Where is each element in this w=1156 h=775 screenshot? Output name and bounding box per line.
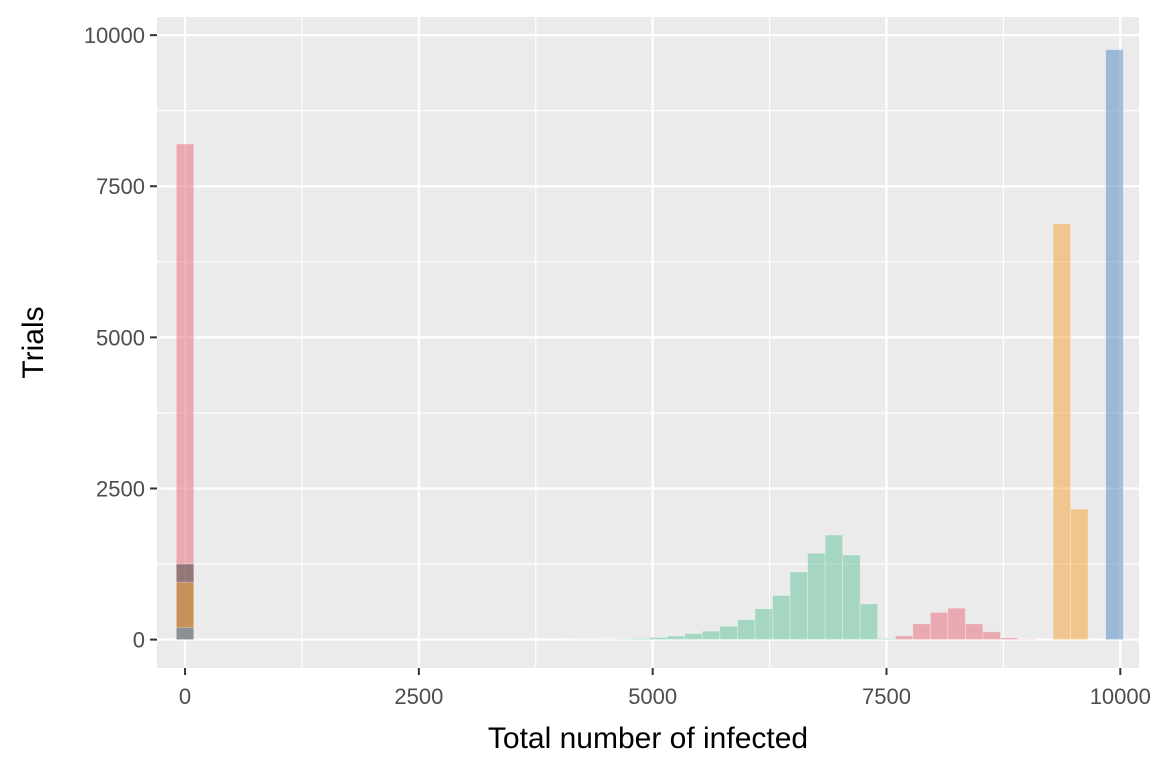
histogram-bar bbox=[1070, 508, 1089, 640]
minor-gridlines bbox=[157, 17, 1139, 668]
x-tick-label: 7500 bbox=[862, 684, 911, 709]
histogram-bar bbox=[929, 611, 949, 640]
y-axis-tick-labels: 0 2500 5000 7500 10000 bbox=[84, 23, 145, 652]
x-axis-tick-labels: 0 2500 5000 7500 10000 bbox=[179, 684, 1151, 709]
y-tick-label: 10000 bbox=[84, 23, 145, 48]
histogram-bar bbox=[912, 623, 931, 640]
histogram-bar bbox=[719, 625, 738, 640]
y-tick-label: 2500 bbox=[96, 476, 145, 501]
x-axis-title: Total number of infected bbox=[488, 722, 808, 755]
histogram-bar bbox=[964, 623, 984, 640]
histogram-bar bbox=[684, 633, 703, 640]
histogram-bar bbox=[824, 534, 844, 640]
histogram-bar bbox=[877, 637, 896, 640]
histogram-bars bbox=[175, 49, 1124, 640]
histogram-bar bbox=[1105, 49, 1124, 640]
histogram-bar bbox=[666, 635, 686, 640]
histogram-bar bbox=[947, 607, 966, 640]
x-tick-label: 0 bbox=[179, 684, 191, 709]
histogram-bar bbox=[789, 571, 808, 640]
y-tick-label: 7500 bbox=[96, 174, 145, 199]
histogram-bar bbox=[982, 631, 1001, 640]
histogram-bar bbox=[807, 552, 826, 640]
y-axis-title: Trials bbox=[17, 306, 50, 378]
y-tick-label: 5000 bbox=[96, 325, 145, 350]
histogram-bar bbox=[772, 595, 791, 640]
x-tick-label: 2500 bbox=[394, 684, 443, 709]
histogram-bar bbox=[614, 638, 633, 640]
histogram-bar bbox=[649, 637, 668, 640]
histogram-bar bbox=[859, 603, 879, 640]
histogram-bar bbox=[842, 554, 861, 640]
axis-ticks bbox=[150, 34, 1122, 675]
histogram-bar bbox=[175, 627, 195, 640]
x-tick-label: 10000 bbox=[1090, 684, 1151, 709]
y-tick-label: 0 bbox=[133, 628, 145, 653]
histogram-bar bbox=[754, 608, 773, 640]
histogram-bar bbox=[1000, 637, 1019, 640]
histogram-bar bbox=[1052, 223, 1072, 640]
histogram-bar bbox=[631, 638, 651, 640]
histogram-bar bbox=[894, 635, 914, 640]
plot-panel bbox=[157, 17, 1139, 668]
histogram-bar bbox=[701, 630, 721, 640]
histogram-bar bbox=[737, 619, 756, 640]
x-tick-label: 5000 bbox=[628, 684, 677, 709]
